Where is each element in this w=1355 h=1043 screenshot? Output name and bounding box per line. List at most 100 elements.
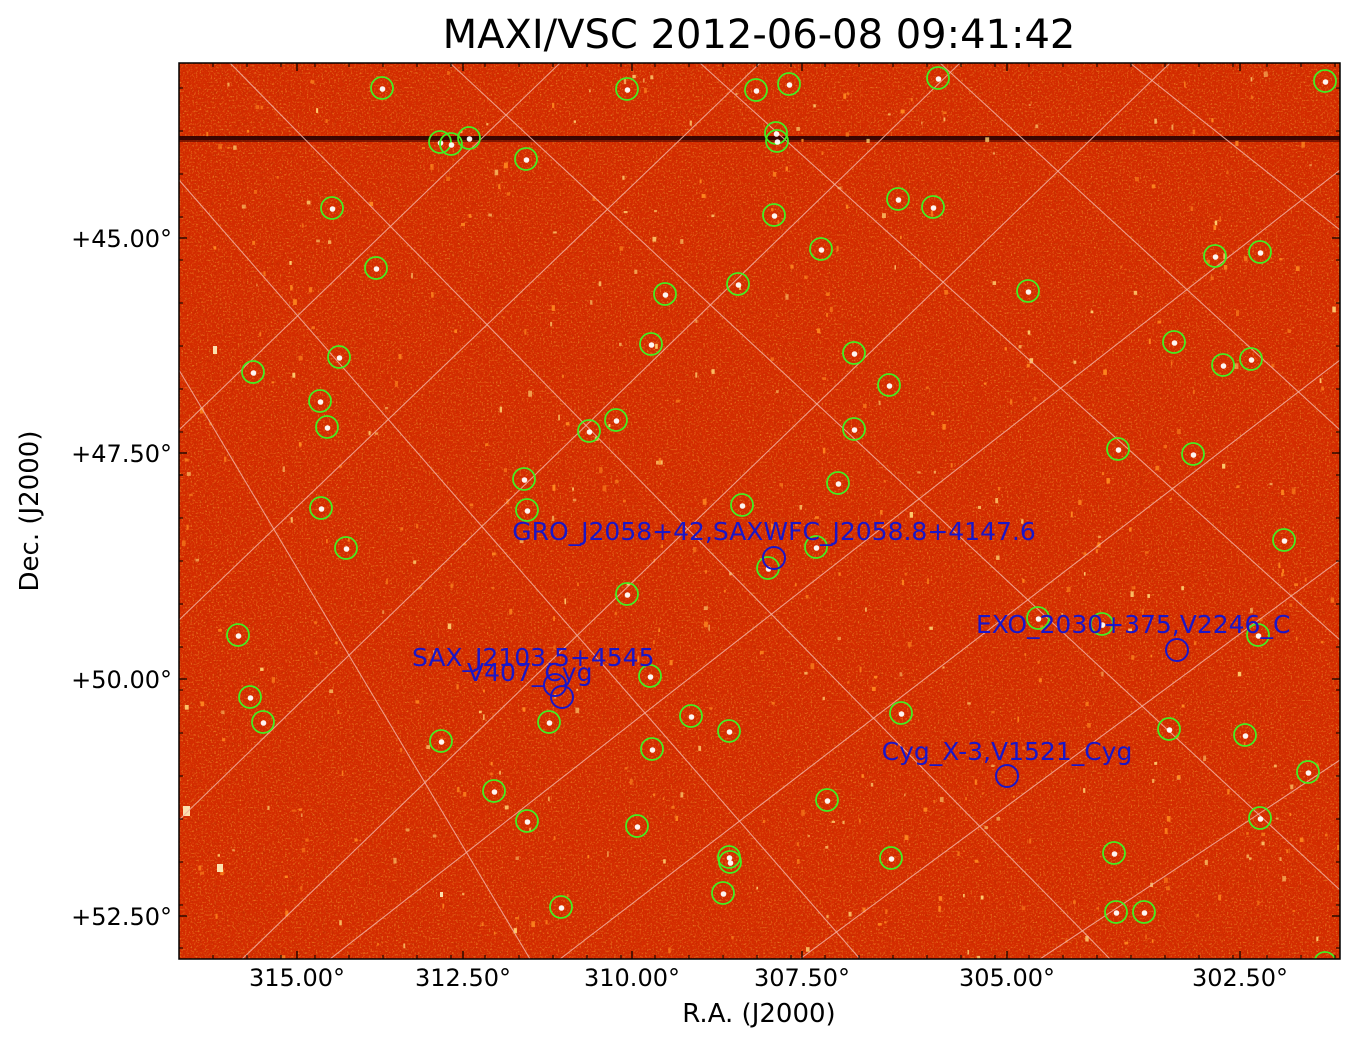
speckle xyxy=(1304,577,1307,582)
speckle xyxy=(1098,535,1101,539)
speckle xyxy=(276,176,279,179)
source-core xyxy=(1113,910,1120,916)
speckle xyxy=(300,885,303,892)
source-core xyxy=(317,399,324,405)
speckle xyxy=(1196,914,1199,917)
speckle xyxy=(995,498,998,504)
source-circle xyxy=(515,498,539,522)
speckle xyxy=(695,319,698,323)
source-core xyxy=(649,747,656,753)
speckle xyxy=(963,893,965,898)
speckle xyxy=(1210,276,1214,281)
source-core xyxy=(1323,961,1329,967)
speckle xyxy=(1291,488,1296,494)
speckle xyxy=(1164,827,1168,834)
speckle xyxy=(779,483,784,487)
source-core xyxy=(1190,452,1197,458)
speckle xyxy=(1204,859,1208,866)
speckle xyxy=(944,290,948,295)
source-circle xyxy=(457,126,481,150)
speckle xyxy=(1279,857,1282,861)
speckle xyxy=(675,399,680,403)
speckle xyxy=(709,707,713,710)
source-circle xyxy=(549,895,573,919)
speckle xyxy=(801,138,804,142)
speckle xyxy=(837,636,841,641)
source-core xyxy=(824,798,831,804)
speckle xyxy=(431,292,434,298)
speckle xyxy=(1120,265,1123,269)
catalog-marker xyxy=(543,673,567,697)
speckle xyxy=(1131,655,1135,660)
speckle xyxy=(1152,778,1155,783)
sky-image xyxy=(179,63,1340,967)
speckle xyxy=(1289,603,1293,608)
speckle xyxy=(184,458,189,462)
speckle xyxy=(195,558,199,562)
speckle xyxy=(1128,628,1132,633)
speckle xyxy=(562,374,565,378)
source-circle xyxy=(615,77,639,101)
speckle xyxy=(836,246,839,252)
source-core xyxy=(343,546,350,552)
speckle xyxy=(376,943,380,946)
speckle xyxy=(884,921,887,924)
speckle xyxy=(1250,608,1253,613)
speckle xyxy=(589,89,591,93)
grid-line xyxy=(449,63,1340,891)
speckle xyxy=(590,300,593,305)
speckle xyxy=(845,132,849,137)
speckle xyxy=(550,321,553,327)
speckle xyxy=(801,809,805,816)
speckle xyxy=(668,947,671,954)
speckle xyxy=(1263,71,1268,77)
speckle xyxy=(382,610,385,614)
speckle xyxy=(771,524,774,530)
speckle xyxy=(430,163,434,170)
speckle xyxy=(1243,742,1246,746)
speckle xyxy=(1022,746,1026,750)
speckle xyxy=(558,414,560,421)
source-core xyxy=(1171,340,1178,346)
source-core xyxy=(1220,363,1227,369)
speckle xyxy=(894,265,896,270)
speckle xyxy=(1193,641,1197,646)
source-circle xyxy=(1016,279,1040,303)
source-core xyxy=(1141,910,1148,916)
speckle xyxy=(463,791,467,797)
speckle xyxy=(298,442,302,447)
speckle xyxy=(503,468,508,473)
speckle xyxy=(775,314,778,317)
speckle xyxy=(184,704,189,710)
speckle xyxy=(1101,671,1104,677)
speckle xyxy=(807,834,811,838)
speckle xyxy=(267,805,270,810)
source-core xyxy=(1035,616,1042,622)
speckle xyxy=(552,484,556,491)
grid-line xyxy=(1039,759,1340,959)
speckle xyxy=(566,894,569,897)
speckle xyxy=(463,543,467,546)
catalog-markers xyxy=(543,546,1189,788)
catalog-labels: GRO_J2058+42,SAXWFC_J2058.8+4147.6 EXO_20… xyxy=(412,517,1290,766)
speckle xyxy=(399,747,402,753)
speckle xyxy=(1236,485,1240,488)
speckle xyxy=(498,184,501,190)
speckle xyxy=(1282,568,1285,574)
catalog-label-v407: V407_Cyg xyxy=(467,658,592,687)
speckle xyxy=(704,569,708,574)
source-circle xyxy=(886,187,910,211)
source-core xyxy=(624,592,631,598)
source-circle xyxy=(804,535,828,559)
speckle xyxy=(529,828,531,831)
grid-line xyxy=(559,359,1340,959)
speckle xyxy=(622,175,625,180)
speckle xyxy=(200,701,205,707)
y-tick-label: +45.00° xyxy=(71,225,172,253)
speckle xyxy=(615,479,619,484)
speckle xyxy=(393,857,397,864)
speckle xyxy=(218,144,223,150)
speckle xyxy=(348,538,350,542)
speckle xyxy=(729,572,732,576)
source-circle xyxy=(512,467,536,491)
